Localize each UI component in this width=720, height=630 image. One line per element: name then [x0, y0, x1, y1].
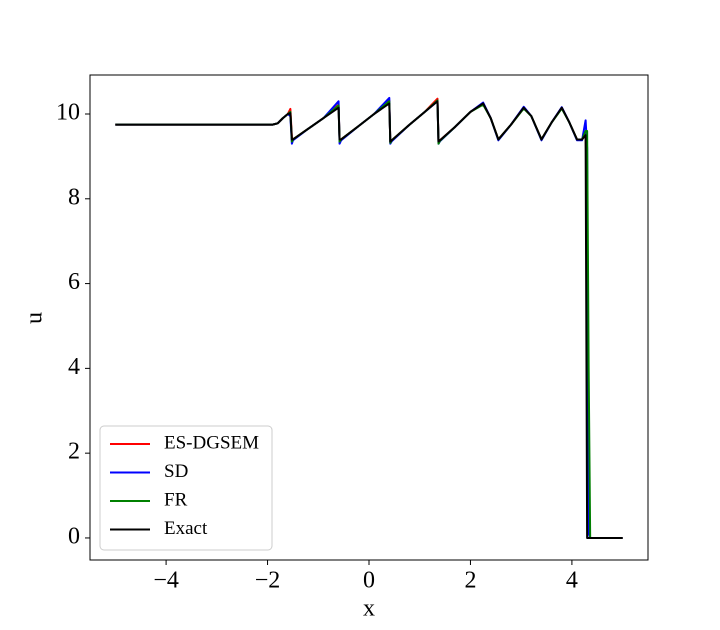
y-tick-label: 0: [68, 523, 80, 549]
y-tick-label: 6: [68, 269, 80, 295]
legend-label: ES-DGSEM: [164, 432, 259, 453]
legend-label: Exact: [164, 518, 208, 539]
plot-frame: [89, 74, 649, 561]
x-tick-label: 0: [363, 568, 375, 594]
y-tick-label: 8: [68, 184, 80, 210]
x-axis-label: x: [363, 596, 375, 622]
x-tick-label: 2: [464, 568, 476, 594]
y-tick-label: 4: [68, 354, 80, 380]
series-line: [115, 100, 623, 539]
y-axis-label: u: [22, 312, 48, 324]
legend-label: FR: [164, 489, 188, 510]
y-tick-label: 2: [68, 439, 80, 465]
y-tick-label: 10: [56, 100, 80, 126]
x-tick-label: −2: [255, 568, 281, 594]
x-tick-label: −4: [153, 568, 179, 594]
legend-label: SD: [164, 461, 188, 482]
legend-box: [99, 425, 273, 551]
x-tick-label: 4: [566, 568, 578, 594]
legend: ES-DGSEM SD FR Exact: [99, 425, 273, 551]
